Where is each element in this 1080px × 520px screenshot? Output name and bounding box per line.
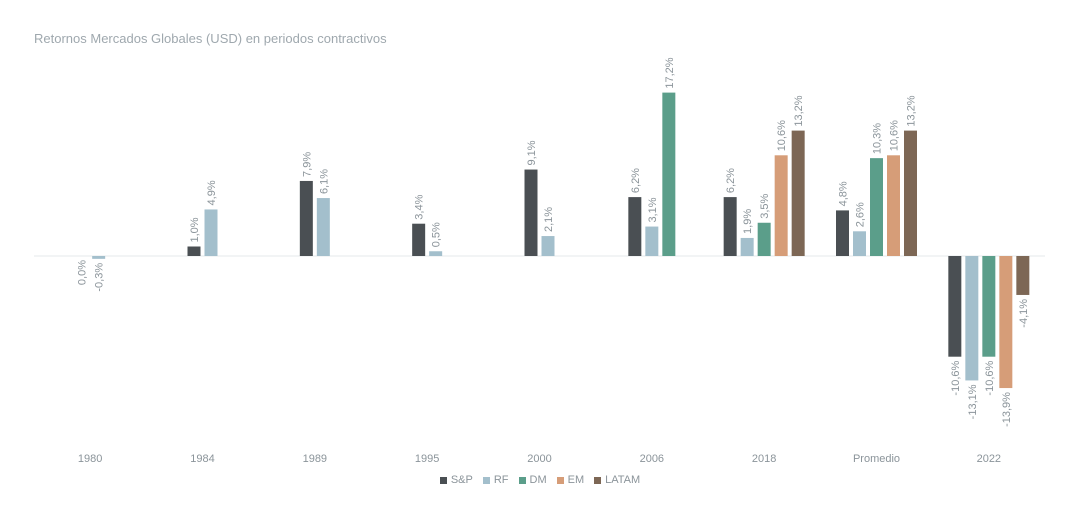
bar-em-2022 bbox=[999, 256, 1013, 389]
data-label: 1,9% bbox=[742, 209, 754, 234]
legend-swatch bbox=[482, 476, 490, 484]
bar-dm-promedio bbox=[870, 158, 883, 256]
data-label: 6,2% bbox=[725, 168, 737, 193]
data-label: 4,9% bbox=[206, 180, 218, 205]
bar-rf-2006 bbox=[645, 226, 659, 256]
bar-dm-2018 bbox=[757, 222, 771, 256]
bar-sp-2018 bbox=[723, 197, 737, 256]
data-label: 3,4% bbox=[414, 194, 426, 219]
data-label: 13,2% bbox=[906, 95, 918, 126]
data-label: 2,6% bbox=[855, 202, 867, 227]
x-tick-label: 1984 bbox=[190, 453, 214, 465]
x-tick-label: 2018 bbox=[752, 453, 776, 465]
data-label: -10,6% bbox=[950, 360, 962, 395]
data-label: 10,6% bbox=[776, 120, 788, 151]
bar-em-2018 bbox=[774, 155, 788, 256]
legend-label: LATAM bbox=[605, 474, 641, 486]
bar-sp-2022 bbox=[948, 256, 962, 357]
data-label: 1,0% bbox=[189, 217, 201, 242]
bar-sp-1984 bbox=[187, 246, 201, 256]
x-tick-label: Promedio bbox=[853, 453, 900, 465]
x-tick-label: 2022 bbox=[977, 453, 1001, 465]
data-label: -10,6% bbox=[984, 360, 996, 395]
legend-label: S&P bbox=[450, 474, 473, 486]
x-tick-label: 1989 bbox=[303, 453, 327, 465]
x-tick-label: 1980 bbox=[78, 453, 102, 465]
data-label: 3,1% bbox=[647, 197, 659, 222]
bar-sp-2000 bbox=[524, 169, 538, 256]
bar-dm-2022 bbox=[982, 256, 996, 357]
bar-sp-1989 bbox=[299, 180, 313, 256]
bar-latam-2018 bbox=[791, 130, 805, 256]
legend-swatch bbox=[556, 476, 564, 484]
legend-swatch bbox=[439, 476, 447, 484]
data-label: 6,1% bbox=[318, 169, 330, 194]
data-label: 17,2% bbox=[664, 57, 676, 88]
data-label: 9,1% bbox=[526, 140, 538, 165]
legend-label: DM bbox=[529, 474, 547, 486]
legend-label: EM bbox=[567, 474, 585, 486]
bar-rf-2022 bbox=[965, 256, 979, 381]
data-label: 10,3% bbox=[872, 123, 884, 154]
bar-rf-2018 bbox=[740, 237, 754, 256]
bar-rf-1984 bbox=[204, 209, 218, 256]
data-label: 0,5% bbox=[431, 222, 443, 247]
bar-rf-1989 bbox=[316, 198, 330, 256]
legend-swatch bbox=[594, 476, 602, 484]
data-label: 13,2% bbox=[793, 95, 805, 126]
bar-sp-2006 bbox=[628, 197, 642, 256]
data-label: 3,5% bbox=[759, 193, 771, 218]
bar-rf-1995 bbox=[429, 251, 443, 256]
bar-chart: 0,0% -0,3% 1980 1,0% 4,9% 1984 7,9% 6,1% 1989 3,4… bbox=[34, 57, 1045, 465]
legend-item: LATAM bbox=[594, 474, 640, 486]
legend-item: DM bbox=[518, 474, 547, 486]
data-label: 10,6% bbox=[889, 120, 901, 151]
bar-latam-promedio bbox=[904, 130, 917, 256]
data-label: 2,1% bbox=[543, 207, 555, 232]
x-tick-label: 1995 bbox=[415, 453, 439, 465]
data-label: -0,3% bbox=[94, 263, 106, 292]
bar-rf-promedio bbox=[853, 231, 866, 256]
bar-rf-1980 bbox=[92, 256, 106, 259]
bar-dm-2006 bbox=[662, 92, 676, 256]
legend-item: S&P bbox=[439, 474, 473, 486]
data-label: 6,2% bbox=[630, 168, 642, 193]
bar-rf-2000 bbox=[541, 236, 555, 256]
x-tick-label: 2000 bbox=[527, 453, 551, 465]
legend-item: EM bbox=[556, 474, 585, 486]
bar-em-promedio bbox=[887, 155, 900, 256]
bar-sp-1995 bbox=[412, 223, 426, 256]
bar-latam-2022 bbox=[1016, 256, 1030, 295]
chart-title: Retornos Mercados Globales (USD) en peri… bbox=[34, 31, 387, 46]
data-label: 0,0% bbox=[77, 260, 89, 285]
legend-label: RF bbox=[493, 474, 509, 486]
data-label: -13,9% bbox=[1001, 392, 1013, 427]
legend-item: RF bbox=[482, 474, 509, 486]
bar-sp-promedio bbox=[836, 210, 849, 256]
data-label: 7,9% bbox=[301, 152, 313, 177]
x-tick-label: 2006 bbox=[640, 453, 664, 465]
data-label: 4,8% bbox=[838, 181, 850, 206]
chart-legend: S&P RF DM EM LATAM bbox=[0, 474, 1080, 486]
data-label: -13,1% bbox=[967, 384, 979, 419]
legend-swatch bbox=[518, 476, 526, 484]
data-label: -4,1% bbox=[1018, 299, 1030, 328]
